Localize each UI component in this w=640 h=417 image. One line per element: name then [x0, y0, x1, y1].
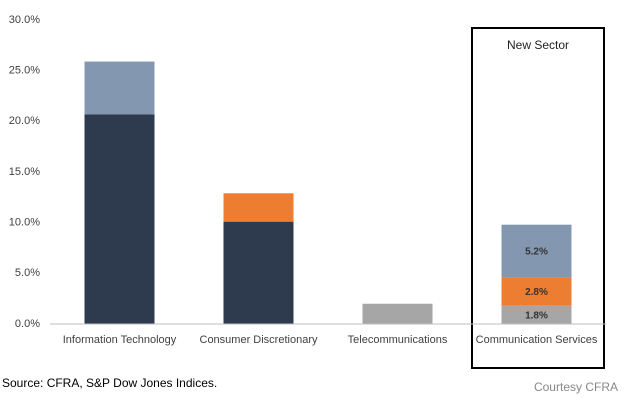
bar-segment	[501, 224, 572, 278]
y-tick-label: 0.0%	[15, 318, 40, 330]
y-tick-label: 10.0%	[9, 217, 40, 229]
bar-segment	[501, 305, 572, 324]
y-tick-label: 5.0%	[15, 267, 40, 279]
bar-segment	[501, 277, 572, 306]
annotation: New Sector	[507, 38, 569, 52]
value-label: 5.2%	[525, 247, 548, 258]
bar-segment	[84, 61, 155, 115]
bar-segment	[223, 221, 294, 324]
bar-segment	[223, 193, 294, 222]
x-tick-label: Telecommunications	[348, 334, 448, 346]
new-sector-box	[471, 27, 605, 369]
bar-segment	[362, 303, 433, 324]
y-tick-label: 20.0%	[9, 115, 40, 127]
x-tick-label: Communication Services	[476, 334, 598, 346]
x-tick-label: Consumer Discretionary	[200, 334, 318, 346]
source: Source: CFRA, S&P Dow Jones Indices.	[2, 376, 217, 390]
y-tick-label: 25.0%	[9, 65, 40, 77]
x-tick-label: Information Technology	[63, 334, 177, 346]
value-label: 1.8%	[525, 311, 548, 322]
credit: Courtesy CFRA	[534, 380, 618, 394]
y-tick-label: 30.0%	[9, 14, 40, 26]
value-label: 2.8%	[525, 287, 548, 298]
bar-segment	[84, 114, 155, 325]
y-tick-label: 15.0%	[9, 166, 40, 178]
